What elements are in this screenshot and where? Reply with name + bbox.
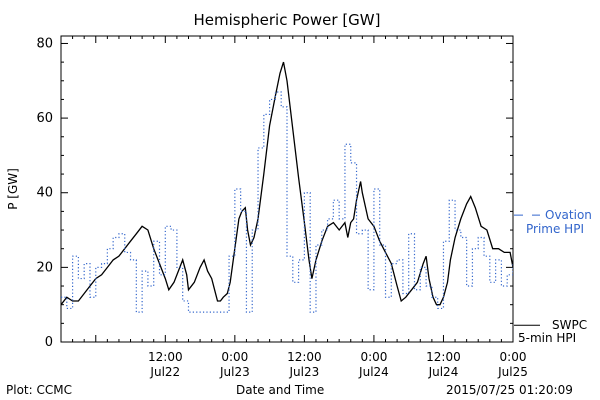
- x-tick-label-date: Jul23: [219, 365, 250, 379]
- x-tick-label-date: Jul24: [428, 365, 459, 379]
- x-tick-label-time: 12:00: [287, 350, 322, 364]
- x-tick-label-date: Jul25: [497, 365, 528, 379]
- x-tick-label-time: 0:00: [221, 350, 248, 364]
- x-tick-label-time: 12:00: [426, 350, 461, 364]
- x-tick-label-time: 0:00: [500, 350, 527, 364]
- timestamp-label: 2015/07/25 01:20:09: [446, 383, 573, 397]
- chart-title: Hemispheric Power [GW]: [194, 11, 381, 29]
- plot-frame: [60, 35, 514, 343]
- y-tick-label: 0: [45, 335, 53, 350]
- y-axis-label: P [GW]: [6, 168, 20, 210]
- x-axis-label: Date and Time: [236, 383, 325, 397]
- legend-ovation-label-1: Ovation: [545, 208, 592, 222]
- plot-source-label: Plot: CCMC: [6, 383, 72, 397]
- y-tick-label: 20: [36, 260, 53, 275]
- x-tick-label-time: 12:00: [148, 350, 183, 364]
- series-ovation-prime-line: [61, 91, 513, 313]
- series-swpc-line: [61, 61, 513, 306]
- legend-swpc-label-1: SWPC: [552, 318, 587, 332]
- y-tick-label: 60: [36, 111, 53, 126]
- legend-ovation-label-2: Prime HPI: [526, 222, 584, 236]
- x-tick-label-date: Jul24: [358, 365, 389, 379]
- x-tick-label-date: Jul23: [289, 365, 320, 379]
- legend-swpc-label-2: 5-min HPI: [518, 331, 576, 345]
- x-tick-label-time: 0:00: [360, 350, 387, 364]
- x-tick-label-date: Jul22: [149, 365, 180, 379]
- y-tick-label: 40: [36, 186, 53, 201]
- y-tick-label: 80: [36, 36, 53, 51]
